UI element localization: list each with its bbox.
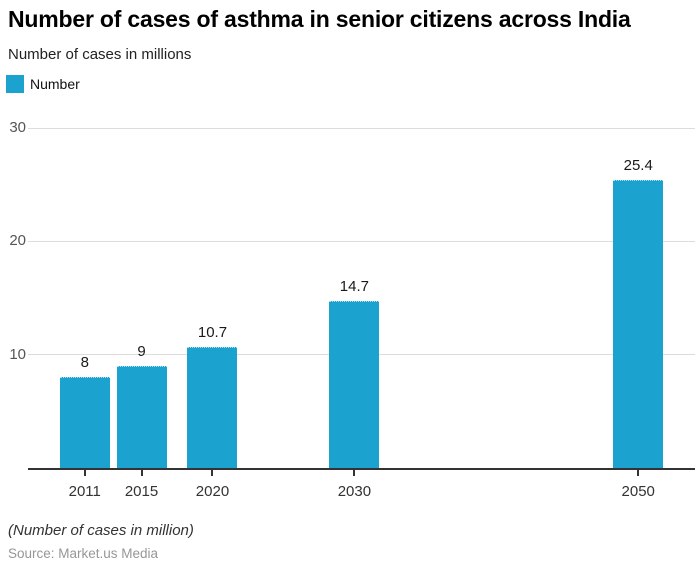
bar-value-label-2050: 25.4 <box>623 157 653 175</box>
y-axis-label-30: 30 <box>9 119 26 136</box>
x-axis-label-2050: 2050 <box>621 483 655 500</box>
x-axis-label-2011: 2011 <box>68 483 101 500</box>
gridline-20 <box>28 240 695 242</box>
x-axis-line <box>28 468 695 470</box>
legend-label: Number <box>30 76 80 92</box>
footer-note: (Number of cases in million) <box>8 522 194 539</box>
chart-subtitle: Number of cases in millions <box>8 46 192 63</box>
bar-2050 <box>613 180 664 468</box>
y-axis-label-20: 20 <box>9 232 26 250</box>
x-axis-tick-2050 <box>637 470 640 476</box>
bar-2020 <box>187 346 238 468</box>
bar-value-label-2015: 9 <box>137 343 146 360</box>
legend: Number <box>6 75 80 93</box>
bar-value-label-2020: 10.7 <box>197 323 228 341</box>
y-axis-label-10: 10 <box>9 345 26 363</box>
bar-2011 <box>59 377 110 468</box>
x-axis-label-2015: 2015 <box>124 483 159 500</box>
bar-value-label-2011: 8 <box>80 354 89 372</box>
bar-value-label-2030: 14.7 <box>339 278 369 296</box>
x-axis-label-2030: 2030 <box>337 483 372 500</box>
bar-2030 <box>329 301 380 468</box>
x-axis-tick-2030 <box>353 470 356 476</box>
gridline-30 <box>28 127 695 129</box>
legend-color-square-icon <box>6 75 24 93</box>
x-axis-tick-2015 <box>140 470 143 476</box>
x-axis-label-2020: 2020 <box>195 483 230 500</box>
footer-source: Source: Market.us Media <box>8 546 159 561</box>
x-axis-tick-2011 <box>83 470 86 476</box>
chart-title: Number of cases of asthma in senior citi… <box>8 6 631 32</box>
x-axis-tick-2020 <box>211 470 214 476</box>
bar-2015 <box>116 366 167 468</box>
